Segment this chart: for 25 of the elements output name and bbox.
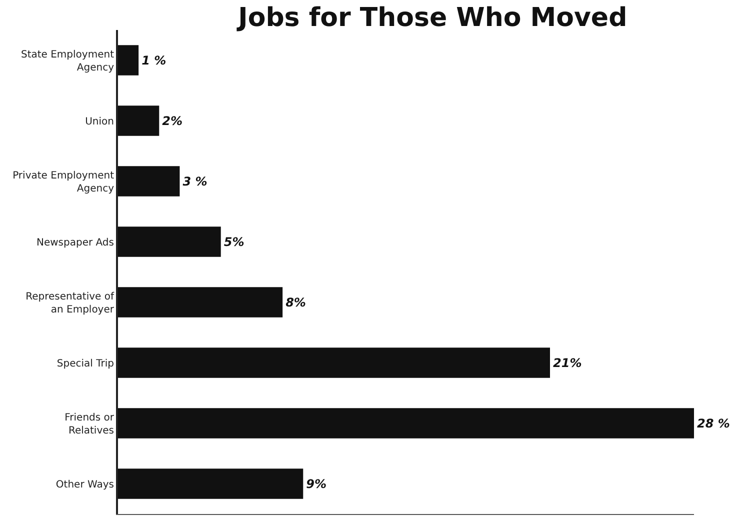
data-label: 21%	[553, 356, 582, 370]
bar	[118, 468, 304, 499]
bar	[118, 287, 283, 318]
data-label: 3 %	[182, 174, 208, 188]
data-label: 9%	[306, 476, 327, 491]
y-tick-label: Special Trip	[56, 358, 114, 370]
data-label: 2%	[162, 114, 183, 128]
bar	[118, 408, 694, 438]
y-tick-label: Other Ways	[56, 479, 114, 490]
y-tick-label: Union	[85, 116, 114, 128]
bar	[118, 106, 160, 136]
y-tick-label: Representative of an Employer	[26, 291, 115, 316]
chart-title: Jobs for Those Who Moved	[236, 2, 628, 33]
data-label: 5%	[224, 234, 244, 249]
y-tick-label: Newspaper Ads	[36, 237, 114, 248]
data-label: 1 %	[142, 53, 166, 68]
y-tick-label: Friends or Relatives	[64, 412, 115, 436]
bar	[118, 348, 550, 378]
bar	[118, 45, 139, 76]
bar	[118, 166, 180, 196]
y-tick-label: State Employment Agency	[20, 49, 114, 74]
data-label: 28 %	[697, 416, 730, 430]
data-label: 8%	[286, 295, 306, 310]
y-tick-label: Private Employment Agency	[12, 170, 114, 194]
bar	[118, 226, 221, 257]
